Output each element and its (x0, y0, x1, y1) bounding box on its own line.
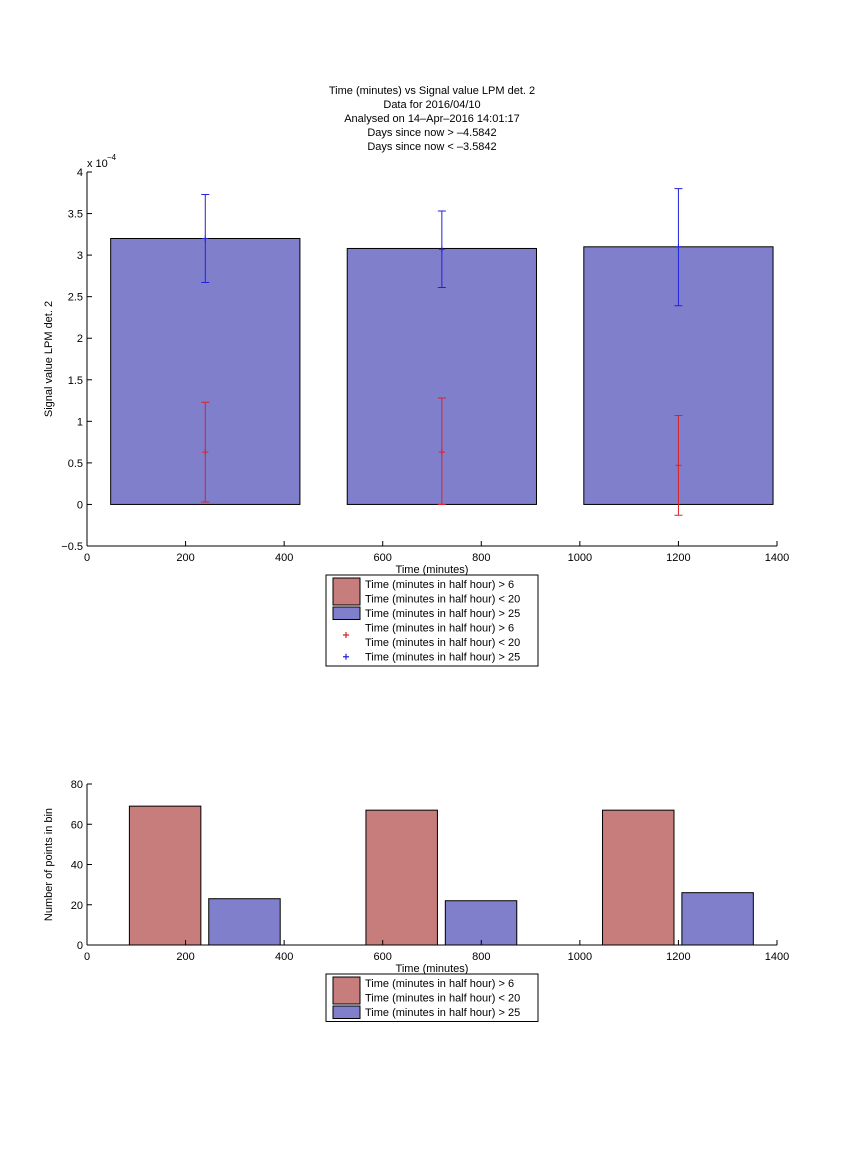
c1-legend-marker (343, 653, 349, 660)
c1-x-tick-label: 1200 (666, 552, 690, 564)
c2-bar-high (208, 898, 281, 946)
c1-point-high (202, 235, 209, 242)
c1-y-axis-label: Signal value LPM det. 2 (43, 301, 55, 417)
c1-point-low (202, 449, 209, 456)
c2-y-tick-label: 20 (71, 900, 83, 912)
c1-title-line: Days since now < –3.5842 (367, 141, 496, 153)
c2-x-tick-label: 1400 (765, 951, 789, 963)
c1-legend-label: Time (minutes in half hour) < 20 (365, 594, 520, 606)
c2-legend-swatch (332, 1005, 361, 1019)
c1-title-line: Days since now > –4.5842 (367, 127, 496, 139)
c1-legend-label: Time (minutes in half hour) > 6 (365, 579, 514, 591)
c1-legend-label: Time (minutes in half hour) > 6 (365, 623, 514, 635)
c1-x-tick-label: 600 (374, 552, 392, 564)
c1-y-tick-label: −0.5 (61, 541, 83, 553)
c2-bar-low (365, 809, 438, 946)
c1-x-tick-label: 400 (275, 552, 293, 564)
c2-bar-high (681, 892, 754, 946)
c1-y-tick-label: 3 (77, 250, 83, 262)
c1-legend-label: Time (minutes in half hour) < 20 (365, 637, 520, 649)
c1-legend-marker (343, 632, 349, 638)
c1-point-high (675, 243, 682, 250)
c2-legend (325, 973, 539, 1022)
c2-y-tick-label: 0 (77, 940, 83, 952)
c1-title-line: Data for 2016/04/10 (383, 99, 480, 111)
c2-x-tick-label: 0 (84, 951, 90, 963)
c2-x-tick-label: 600 (374, 951, 392, 963)
c1-x-tick-label: 1400 (765, 552, 789, 564)
c1-y-tick-label: 4 (77, 167, 83, 179)
c2-x-tick-label: 1000 (568, 951, 592, 963)
c1-y-multiplier: x 10 (87, 158, 108, 170)
c1-y-tick-label: 2 (77, 333, 83, 345)
c1-y-tick-label: 3.5 (68, 209, 83, 221)
c1-point-high (438, 246, 445, 253)
c1-legend-label: Time (minutes in half hour) > 25 (365, 608, 520, 620)
signal-chart: Time (minutes) vs Signal value LPM det. … (43, 85, 789, 667)
c2-y-tick-label: 40 (71, 860, 83, 872)
c1-y-tick-label: 0.5 (68, 458, 83, 470)
c2-x-tick-label: 1200 (666, 951, 690, 963)
count-chart: 0 200 400 600 800 1000 1200 1400 0 20 40 60 80 Time (… (43, 779, 789, 1022)
c1-x-tick-label: 0 (84, 552, 90, 564)
c1-y-tick-label: 1 (77, 416, 83, 428)
c1-point-low (438, 449, 445, 456)
c1-y-tick-label: 1.5 (68, 375, 83, 387)
c2-x-axis-label: Time (minutes) (396, 963, 469, 975)
c2-bar-low (602, 809, 675, 946)
c1-y-tick-label: 0 (77, 499, 83, 511)
c2-legend-label: Time (minutes in half hour) > 25 (365, 1007, 520, 1019)
c2-x-tick-label: 400 (275, 951, 293, 963)
c2-x-tick-label: 800 (472, 951, 490, 963)
c2-bar-high (444, 900, 518, 946)
c1-point-low (675, 462, 682, 469)
c1-legend (325, 574, 539, 667)
c1-x-axis-label: Time (minutes) (396, 564, 469, 576)
c1-x-tick-label: 200 (176, 552, 194, 564)
c1-y-tick-label: 2.5 (68, 292, 83, 304)
c2-x-tick-label: 200 (176, 951, 194, 963)
c1-legend-swatch (332, 577, 361, 606)
c1-title-line: Analysed on 14–Apr–2016 14:01:17 (344, 113, 520, 125)
c1-y-multiplier-exponent: −4 (107, 153, 117, 162)
c2-bar-low (128, 805, 202, 946)
c1-title-line: Time (minutes) vs Signal value LPM det. … (329, 85, 535, 97)
c2-y-axis-label: Number of points in bin (43, 808, 55, 921)
c1-x-tick-label: 1000 (568, 552, 592, 564)
c1-legend-label: Time (minutes in half hour) > 25 (365, 652, 520, 664)
c2-y-tick-label: 60 (71, 819, 83, 831)
c1-legend-swatch (332, 606, 361, 620)
c2-legend-label: Time (minutes in half hour) < 20 (365, 993, 520, 1005)
c2-legend-swatch (332, 976, 361, 1005)
c2-legend-label: Time (minutes in half hour) > 6 (365, 978, 514, 990)
c1-x-tick-label: 800 (472, 552, 490, 564)
c2-y-tick-label: 80 (71, 779, 83, 791)
